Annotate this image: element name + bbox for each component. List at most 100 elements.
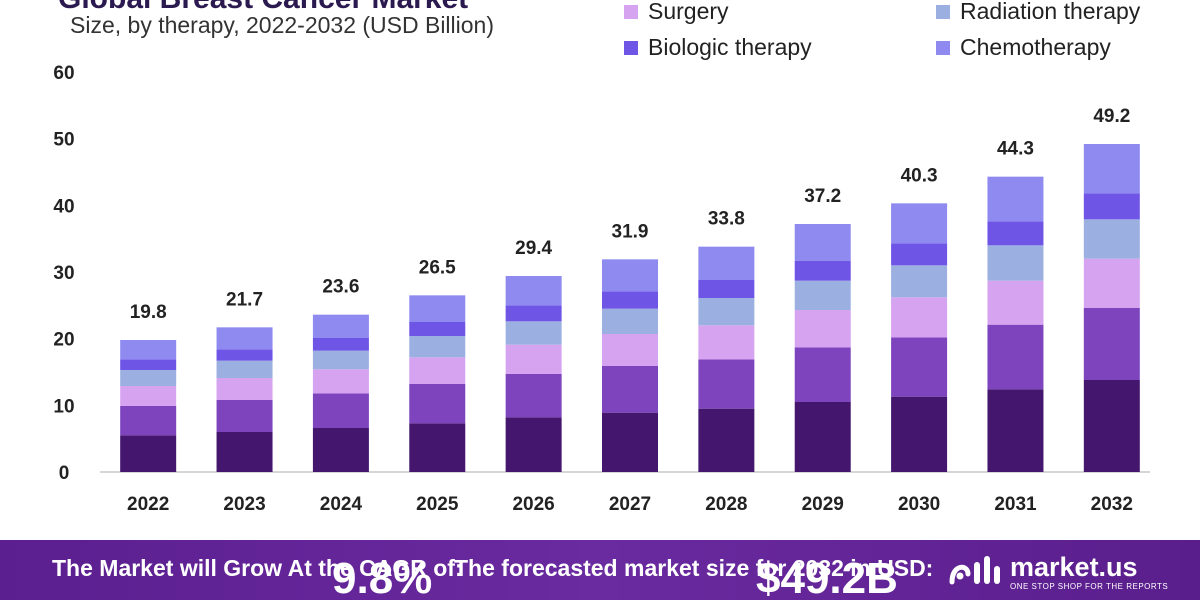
bar-total-label: 37.2 [804, 186, 841, 207]
bar-segment-2031-second [987, 324, 1044, 390]
bar-segment-2029-chemotherapy [794, 224, 851, 261]
bar-segment-2022-chemotherapy [120, 340, 177, 360]
x-tick-label: 2025 [416, 494, 459, 515]
cagr-value: 9.8% [332, 554, 433, 600]
bar-total-label: 19.8 [130, 302, 167, 323]
bar-segment-2029-second [794, 347, 851, 402]
x-tick-label: 2028 [705, 494, 747, 515]
cagr-caption: The Market will Grow At the CAGR of: [52, 555, 463, 581]
y-tick-label: 50 [53, 130, 74, 151]
legend-label-surgery: Surgery [648, 0, 729, 24]
bar-segment-2024-second [312, 393, 369, 428]
brand-tagline: ONE STOP SHOP FOR THE REPORTS [1010, 582, 1169, 591]
y-tick-label: 40 [53, 196, 74, 217]
bar-segment-2029-base [794, 402, 851, 472]
bar-total-label: 26.5 [419, 257, 456, 278]
bar-segment-2028-radiation-therapy [698, 298, 755, 326]
bar-segment-2025-base [409, 423, 466, 472]
brand-name: market.us [1010, 552, 1138, 582]
bar-segment-2026-radiation-therapy [505, 321, 562, 345]
x-tick-label: 2026 [512, 494, 554, 515]
bar-total-label: 23.6 [322, 277, 359, 298]
y-tick-label: 30 [53, 263, 74, 284]
legend-item-biologic-therapy: Biologic therapy [624, 34, 812, 61]
x-tick-label: 2023 [223, 494, 265, 515]
bar-total-label: 44.3 [997, 139, 1034, 160]
bar-segment-2023-second [216, 400, 273, 432]
bar-segment-2031-radiation-therapy [987, 245, 1044, 281]
bar-total-label: 49.2 [1093, 106, 1130, 127]
x-tick-label: 2031 [994, 494, 1037, 515]
bar-segment-2024-radiation-therapy [312, 350, 369, 370]
bar-segment-2022-second [120, 406, 177, 436]
legend-item-radiation-therapy: Radiation therapy [936, 0, 1140, 25]
bar-segment-2029-surgery [794, 310, 851, 348]
bar-segment-2027-second [602, 366, 658, 413]
bar-total-label: 21.7 [226, 289, 263, 310]
footer-banner: The Market will Grow At the CAGR of: 9.8… [0, 540, 1200, 600]
x-tick-label: 2024 [320, 494, 363, 515]
bar-segment-2031-biologic-therapy [987, 221, 1044, 246]
bar-segment-2023-biologic-therapy [216, 349, 273, 361]
bar-segment-2026-surgery [505, 344, 562, 374]
bar-segment-2025-radiation-therapy [409, 336, 466, 358]
bar-segment-2030-chemotherapy [891, 203, 948, 244]
bar-segment-2022-biologic-therapy [120, 359, 177, 370]
bar-segment-2023-base [216, 432, 273, 472]
bar-segment-2032-surgery [1083, 258, 1140, 308]
bar-segment-2022-radiation-therapy [120, 370, 177, 386]
bar-segment-2024-biologic-therapy [312, 338, 369, 351]
bar-segment-2028-surgery [698, 325, 755, 360]
legend-item-surgery: Surgery [624, 0, 729, 25]
bar-total-label: 33.8 [708, 209, 745, 230]
x-tick-label: 2032 [1091, 494, 1133, 515]
bar-segment-2029-biologic-therapy [794, 260, 851, 281]
bar-segment-2030-second [891, 337, 948, 397]
bar-segment-2031-surgery [987, 280, 1044, 325]
bar-segment-2024-surgery [312, 369, 369, 394]
forecast-value: $49.2B [756, 554, 898, 600]
bar-segment-2032-base [1083, 380, 1140, 472]
bar-segment-2027-base [602, 412, 658, 472]
bar-segment-2024-base [312, 428, 369, 472]
bar-segment-2028-chemotherapy [698, 246, 755, 280]
bar-segment-2022-surgery [120, 386, 177, 406]
bar-segment-2023-chemotherapy [216, 327, 273, 350]
legend-label-radiation-therapy: Radiation therapy [960, 0, 1141, 24]
bar-segment-2032-chemotherapy [1083, 144, 1140, 194]
bar-segment-2027-surgery [602, 334, 658, 366]
bar-segment-2027-biologic-therapy [602, 291, 658, 309]
legend-label-chemotherapy: Chemotherapy [960, 34, 1111, 60]
bar-segment-2027-chemotherapy [602, 259, 658, 292]
forecast-caption: The forecasted market size for 2032 in U… [454, 555, 934, 581]
bar-segment-2031-base [987, 389, 1044, 472]
bar-segment-2032-radiation-therapy [1083, 219, 1140, 259]
bar-segment-2031-chemotherapy [987, 176, 1044, 222]
y-tick-label: 20 [53, 330, 74, 351]
bar-segment-2027-radiation-therapy [602, 308, 658, 334]
bar-segment-2028-second [698, 359, 755, 409]
bar-segment-2025-chemotherapy [409, 295, 466, 322]
bar-total-label: 40.3 [901, 165, 938, 186]
chart-title: Global Breast Cancer Market [58, 0, 468, 16]
bar-segment-2025-surgery [409, 357, 466, 384]
bar-segment-2026-chemotherapy [505, 276, 562, 306]
bar-segment-2025-biologic-therapy [409, 322, 466, 336]
bar-segment-2030-surgery [891, 297, 948, 338]
bar-segment-2030-biologic-therapy [891, 243, 948, 266]
bar-segment-2024-chemotherapy [312, 314, 369, 338]
brand-logo: market.us ONE STOP SHOP FOR THE REPORTS [948, 552, 1168, 592]
bar-segment-2029-radiation-therapy [794, 280, 851, 310]
bar-segment-2023-radiation-therapy [216, 360, 273, 378]
bar-segment-2025-second [409, 384, 466, 424]
x-tick-label: 2030 [898, 494, 940, 515]
bar-segment-2032-biologic-therapy [1083, 193, 1140, 220]
legend-label-biologic-therapy: Biologic therapy [648, 34, 812, 60]
y-tick-label: 60 [53, 63, 74, 84]
chart-subtitle: Size, by therapy, 2022-2032 (USD Billion… [70, 12, 495, 38]
bar-segment-2023-surgery [216, 378, 273, 400]
market-us-logo-icon [949, 556, 1000, 585]
bar-segment-2026-second [505, 374, 562, 418]
legend-swatch-radiation-therapy [936, 4, 950, 19]
bar-total-label: 31.9 [612, 221, 649, 242]
